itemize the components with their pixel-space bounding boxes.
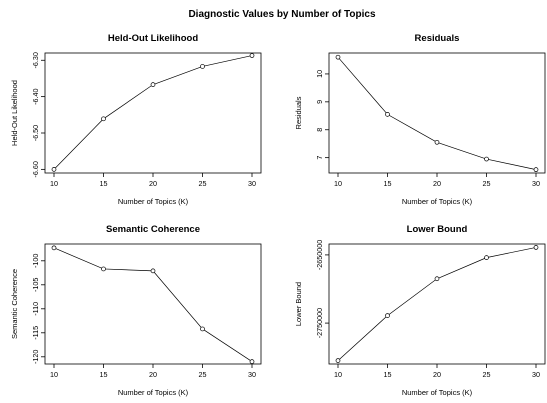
x-tick-label: 30 — [248, 179, 256, 188]
plot-frame — [44, 52, 262, 174]
y-tick-label: -6.30 — [31, 52, 40, 68]
y-tick-label: -2750000 — [315, 308, 324, 338]
data-point — [335, 358, 341, 363]
y-tick-label: -110 — [31, 302, 40, 316]
x-axis-label: Number of Topics (K) — [402, 388, 473, 397]
y-tick-label: -100 — [31, 254, 40, 268]
data-point — [385, 313, 390, 318]
data-point — [335, 54, 341, 60]
y-axis-label: Residuals — [294, 96, 303, 129]
data-point — [200, 64, 205, 69]
y-axis-label: Semantic Coherence — [10, 269, 19, 339]
panel-residuals: Residuals 10 15 20 25 30 7 8 9 10 Number of Topics… — [294, 33, 546, 206]
data-point — [51, 167, 57, 172]
x-tick-label: 15 — [100, 179, 108, 188]
x-tick-label: 25 — [199, 370, 207, 379]
data-point — [484, 156, 489, 162]
data-point — [101, 116, 106, 122]
y-tick-label: -6.50 — [31, 125, 40, 141]
plot-frame — [328, 52, 546, 174]
y-tick-label: -105 — [31, 278, 40, 292]
x-tick-label: 25 — [483, 179, 491, 188]
y-tick-label: -6.40 — [31, 88, 40, 104]
x-tick-label: 20 — [149, 179, 157, 188]
x-tick-label: 10 — [50, 370, 58, 379]
x-tick-label: 20 — [433, 370, 441, 379]
data-point — [385, 112, 390, 117]
plot-frame — [328, 243, 546, 365]
series-line — [53, 55, 253, 170]
panel-semantic-coherence: Semantic Coherence 10 15 20 25 30 -100 -105 -110… — [10, 224, 262, 397]
x-axis-label: Number of Topics (K) — [118, 388, 189, 397]
x-tick-label: 10 — [50, 179, 58, 188]
panel-held-out-likelihood: Held-Out Likelihood 10 15 20 25 30 -6.60 -6.50 -… — [10, 33, 262, 206]
data-point — [150, 82, 156, 87]
y-tick-label: -115 — [31, 326, 40, 340]
x-tick-label: 15 — [384, 179, 392, 188]
series-line — [337, 56, 537, 170]
x-axis-label: Number of Topics (K) — [402, 197, 473, 206]
series-line — [53, 247, 253, 362]
x-tick-label: 15 — [100, 370, 108, 379]
x-tick-label: 20 — [433, 179, 441, 188]
panel-lower-bound: Lower Bound 10 15 20 25 30 -2750000 -2650000 Num… — [294, 224, 546, 397]
data-point — [51, 245, 57, 251]
x-tick-label: 30 — [532, 370, 540, 379]
data-point — [200, 326, 205, 332]
data-point — [249, 359, 255, 364]
data-point — [101, 266, 106, 272]
y-tick-label: 8 — [315, 128, 324, 132]
y-axis-label: Held-Out Likelihood — [10, 80, 19, 146]
y-axis-label: Lower Bound — [294, 282, 303, 326]
data-point — [533, 167, 539, 173]
x-tick-label: 30 — [248, 370, 256, 379]
data-point — [533, 245, 539, 250]
x-tick-label: 20 — [149, 370, 157, 379]
y-tick-label: 9 — [315, 100, 324, 104]
x-tick-label: 10 — [334, 370, 342, 379]
y-tick-label: -2650000 — [315, 240, 324, 270]
panel-title: Held-Out Likelihood — [108, 33, 198, 44]
x-tick-label: 30 — [532, 179, 540, 188]
x-tick-label: 10 — [334, 179, 342, 188]
y-tick-label: -120 — [31, 350, 40, 364]
panel-title: Residuals — [415, 33, 460, 44]
data-point — [434, 139, 440, 145]
y-tick-label: -6.60 — [31, 161, 40, 177]
y-tick-label: 7 — [315, 156, 324, 160]
x-axis-label: Number of Topics (K) — [118, 197, 189, 206]
x-tick-label: 25 — [483, 370, 491, 379]
series-line — [337, 247, 537, 361]
x-tick-label: 15 — [384, 370, 392, 379]
x-tick-label: 25 — [199, 179, 207, 188]
data-point — [150, 268, 156, 274]
y-tick-label: 10 — [315, 70, 324, 78]
figure-title: Diagnostic Values by Number of Topics — [188, 9, 376, 20]
data-point — [484, 255, 489, 260]
panel-title: Semantic Coherence — [106, 224, 200, 235]
panels: Held-Out Likelihood 10 15 20 25 30 -6.60 -6.50 -… — [10, 33, 546, 397]
panel-title: Lower Bound — [407, 224, 468, 235]
data-point — [434, 276, 440, 282]
data-point — [249, 53, 255, 58]
